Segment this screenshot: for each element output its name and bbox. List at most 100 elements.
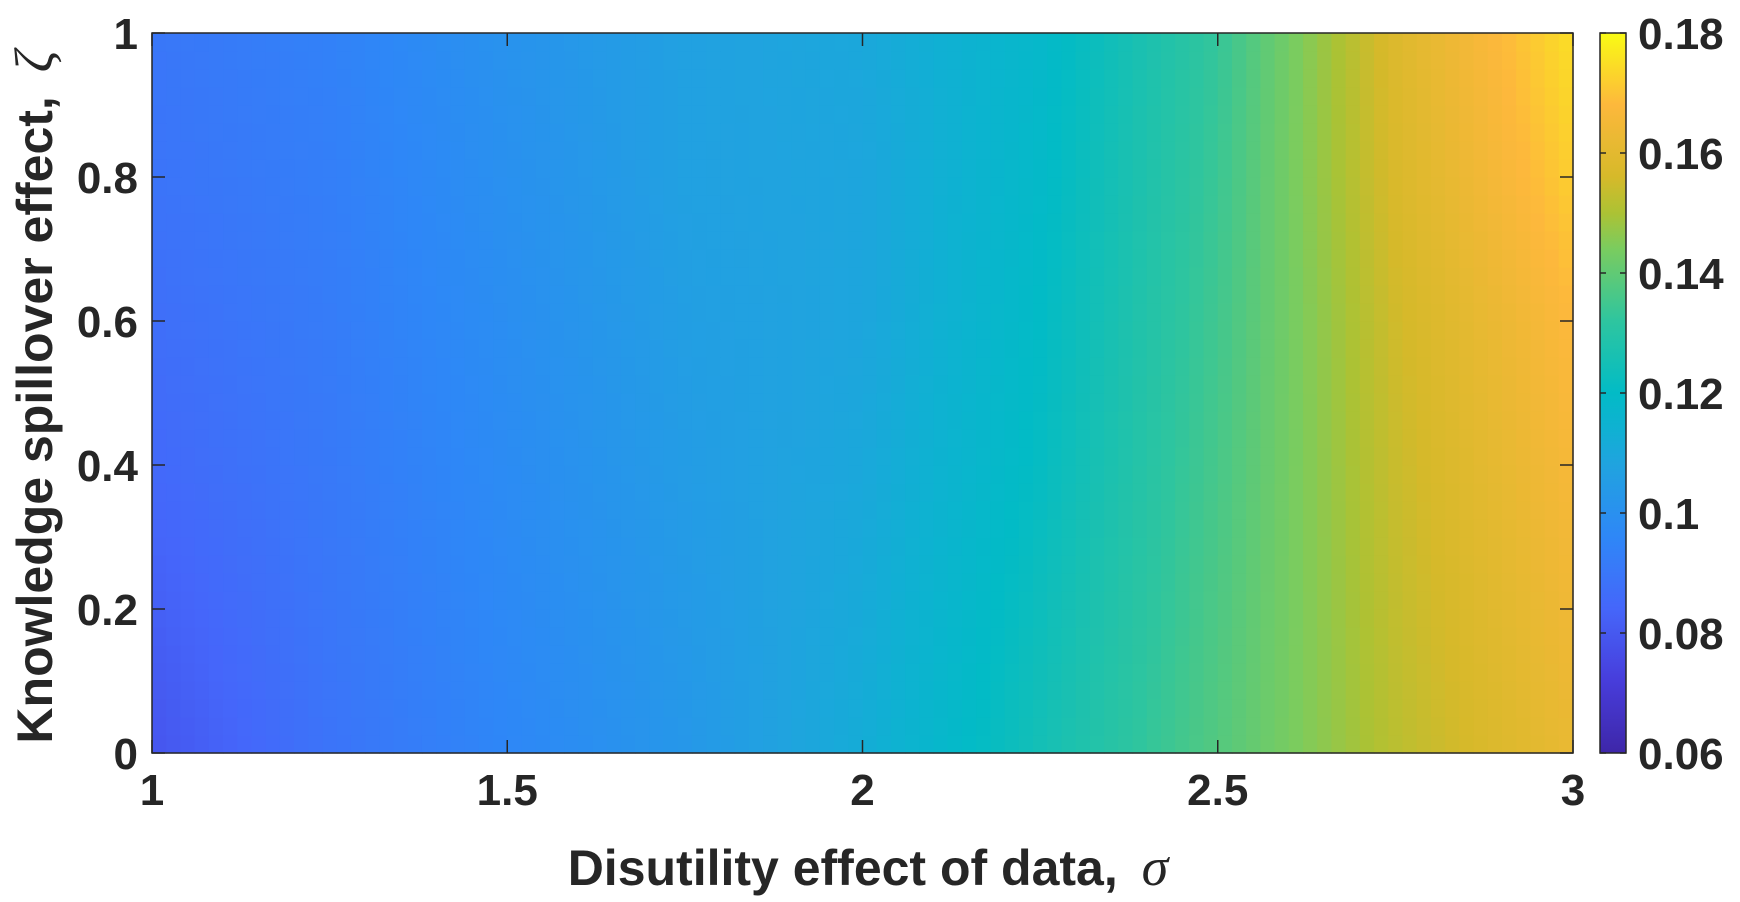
heatmap-cell <box>365 555 380 574</box>
heatmap-cell <box>876 591 892 610</box>
heatmap-cell <box>1075 393 1091 412</box>
heatmap-cell <box>521 159 537 178</box>
heatmap-cell <box>1146 591 1162 610</box>
heatmap-cell <box>1388 681 1404 700</box>
heatmap-cell <box>1303 339 1318 358</box>
heatmap-cell <box>564 609 579 628</box>
heatmap-cell <box>265 609 281 628</box>
heatmap-cell <box>976 69 991 88</box>
heatmap-cell <box>336 609 352 628</box>
heatmap-cell <box>564 393 579 412</box>
heatmap-cell <box>322 483 338 502</box>
heatmap-cell <box>691 537 707 556</box>
heatmap-cell <box>720 69 736 88</box>
heatmap-cell <box>1473 555 1489 574</box>
heatmap-cell <box>1487 105 1503 124</box>
heatmap-cell <box>1231 627 1247 646</box>
heatmap-cell <box>1089 447 1105 466</box>
heatmap-cell <box>549 339 565 358</box>
heatmap-cell <box>152 663 167 682</box>
heatmap-cell <box>208 627 224 646</box>
heatmap-cell <box>379 519 395 538</box>
heatmap-cell <box>251 321 267 340</box>
heatmap-cell <box>194 357 210 376</box>
heatmap-cell <box>294 465 309 484</box>
heatmap-cell <box>748 465 764 484</box>
heatmap-cell <box>1445 555 1460 574</box>
heatmap-cell <box>1004 375 1020 394</box>
heatmap-cell <box>279 357 295 376</box>
heatmap-cell <box>1033 177 1048 196</box>
heatmap-cell <box>763 33 778 52</box>
heatmap-cell <box>421 609 437 628</box>
heatmap-cell <box>677 321 693 340</box>
heatmap-cell <box>606 375 622 394</box>
heatmap-cell <box>493 483 508 502</box>
heatmap-cell <box>976 681 991 700</box>
heatmap-cell <box>649 519 665 538</box>
heatmap-cell <box>834 699 849 718</box>
heatmap-cell <box>478 69 494 88</box>
heatmap-cell <box>478 51 494 70</box>
heatmap-cell <box>848 717 864 736</box>
heatmap-cell <box>294 33 309 52</box>
heatmap-cell <box>876 501 892 520</box>
heatmap-cell <box>763 177 778 196</box>
heatmap-cell <box>1530 483 1546 502</box>
heatmap-cell <box>578 573 594 592</box>
heatmap-cell <box>1558 573 1574 592</box>
heatmap-cell <box>507 141 523 160</box>
heatmap-cell <box>819 141 835 160</box>
heatmap-cell <box>436 177 452 196</box>
heatmap-cell <box>1558 627 1574 646</box>
heatmap-cell <box>1160 195 1176 214</box>
heatmap-cell <box>336 663 352 682</box>
heatmap-cell <box>237 321 253 340</box>
heatmap-cell <box>1146 33 1162 52</box>
heatmap-cell <box>478 411 494 430</box>
heatmap-cell <box>365 51 380 70</box>
heatmap-cell <box>436 501 452 520</box>
heatmap-cell <box>535 483 551 502</box>
heatmap-cell <box>1558 213 1574 232</box>
heatmap-cell <box>1047 33 1063 52</box>
heatmap-cell <box>1416 609 1432 628</box>
heatmap-cell <box>223 699 238 718</box>
heatmap-cell <box>1416 87 1432 106</box>
heatmap-cell <box>1033 501 1048 520</box>
heatmap-cell <box>919 393 935 412</box>
heatmap-cell <box>294 141 309 160</box>
heatmap-cell <box>1501 285 1517 304</box>
heatmap-cell <box>1473 609 1489 628</box>
heatmap-cell <box>1374 141 1389 160</box>
heatmap-cell <box>919 177 935 196</box>
heatmap-cell <box>336 141 352 160</box>
heatmap-cell <box>1331 357 1347 376</box>
heatmap-cell <box>1558 645 1574 664</box>
heatmap-cell <box>322 735 338 754</box>
heatmap-cell <box>1089 303 1105 322</box>
heatmap-cell <box>478 627 494 646</box>
heatmap-cell <box>478 429 494 448</box>
heatmap-cell <box>407 537 423 556</box>
heatmap-cell <box>322 375 338 394</box>
heatmap-cell <box>1388 609 1404 628</box>
heatmap-cell <box>421 357 437 376</box>
heatmap-cell <box>365 573 380 592</box>
heatmap-cell <box>706 537 721 556</box>
heatmap-cell <box>365 501 380 520</box>
heatmap-cell <box>1217 663 1233 682</box>
heatmap-cell <box>478 213 494 232</box>
heatmap-cell <box>691 573 707 592</box>
heatmap-cell <box>265 699 281 718</box>
heatmap-cell <box>265 51 281 70</box>
heatmap-cell <box>876 195 892 214</box>
heatmap-cell <box>990 321 1006 340</box>
heatmap-cell <box>478 447 494 466</box>
heatmap-cell <box>1487 555 1503 574</box>
heatmap-cell <box>862 339 878 358</box>
heatmap-cell <box>720 591 736 610</box>
heatmap-cell <box>848 681 864 700</box>
heatmap-cell <box>1118 33 1134 52</box>
heatmap-cell <box>350 555 366 574</box>
